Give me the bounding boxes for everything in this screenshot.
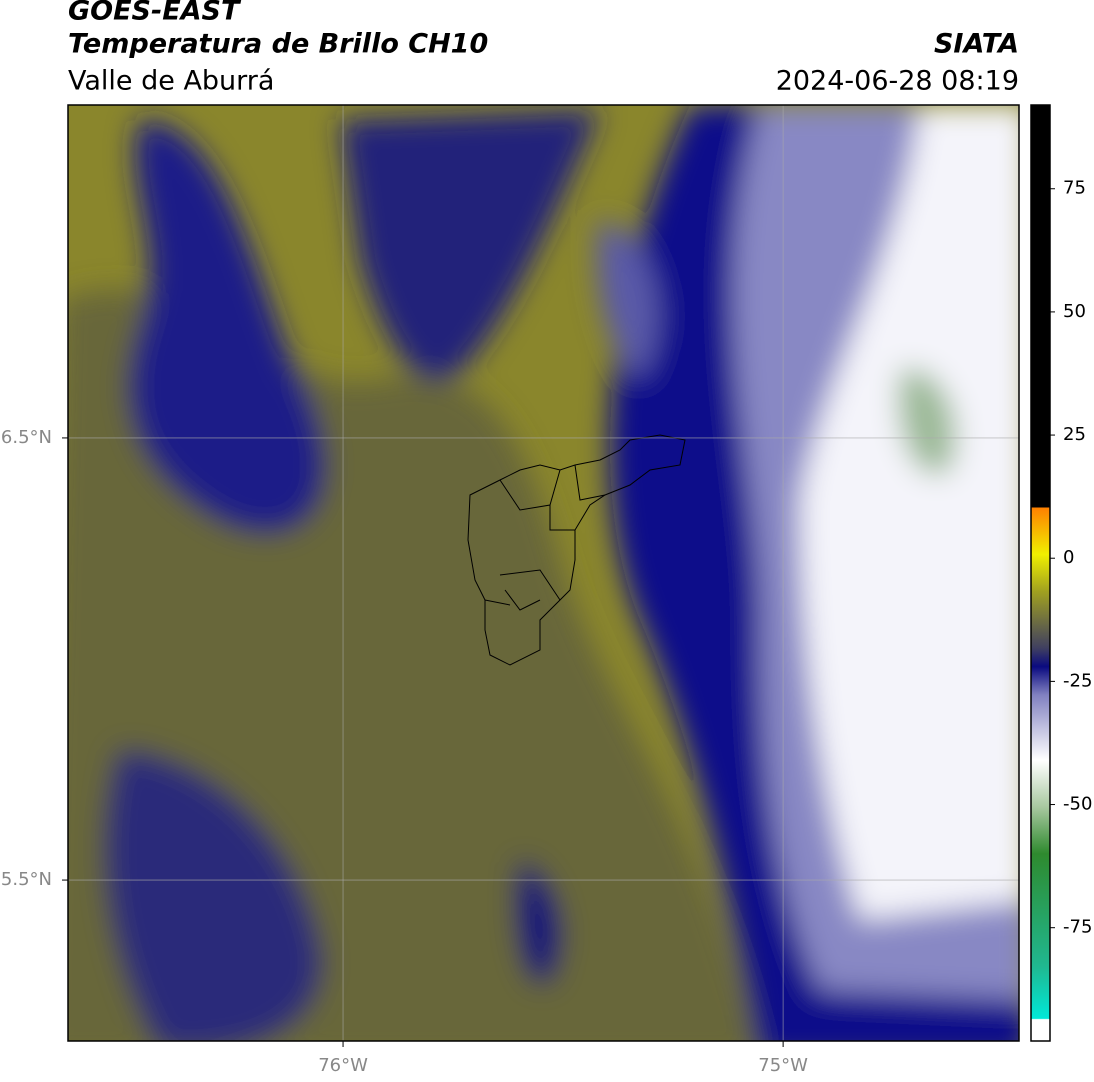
colorbar-tick-label: -75	[1063, 917, 1092, 938]
colorbar-tick-label: 50	[1063, 301, 1086, 322]
y-tick-label: 6.5°N	[1, 427, 52, 448]
y-tick-label: 5.5°N	[1, 869, 52, 890]
colorbar-tick-label: -50	[1063, 794, 1092, 815]
x-tick-label: 76°W	[318, 1055, 368, 1076]
subtitle: Temperatura de Brillo CH10	[68, 29, 488, 60]
colorbar	[1030, 104, 1051, 1042]
region: Valle de Aburrá	[68, 66, 274, 97]
municipal-boundaries	[467, 434, 686, 666]
x-tick-label: 75°W	[758, 1055, 808, 1076]
source: SIATA	[934, 29, 1019, 60]
map-frame	[67, 104, 1020, 1042]
satellite-image	[68, 105, 1019, 1041]
colorbar-tick-label: -25	[1063, 670, 1092, 691]
colorbar-tick-label: 25	[1063, 424, 1086, 445]
timestamp: 2024-06-28 08:19	[776, 66, 1019, 97]
colorbar-tick-label: 0	[1063, 547, 1074, 568]
title: GOES-EAST	[68, 0, 242, 27]
colorbar-tick-label: 75	[1063, 178, 1086, 199]
